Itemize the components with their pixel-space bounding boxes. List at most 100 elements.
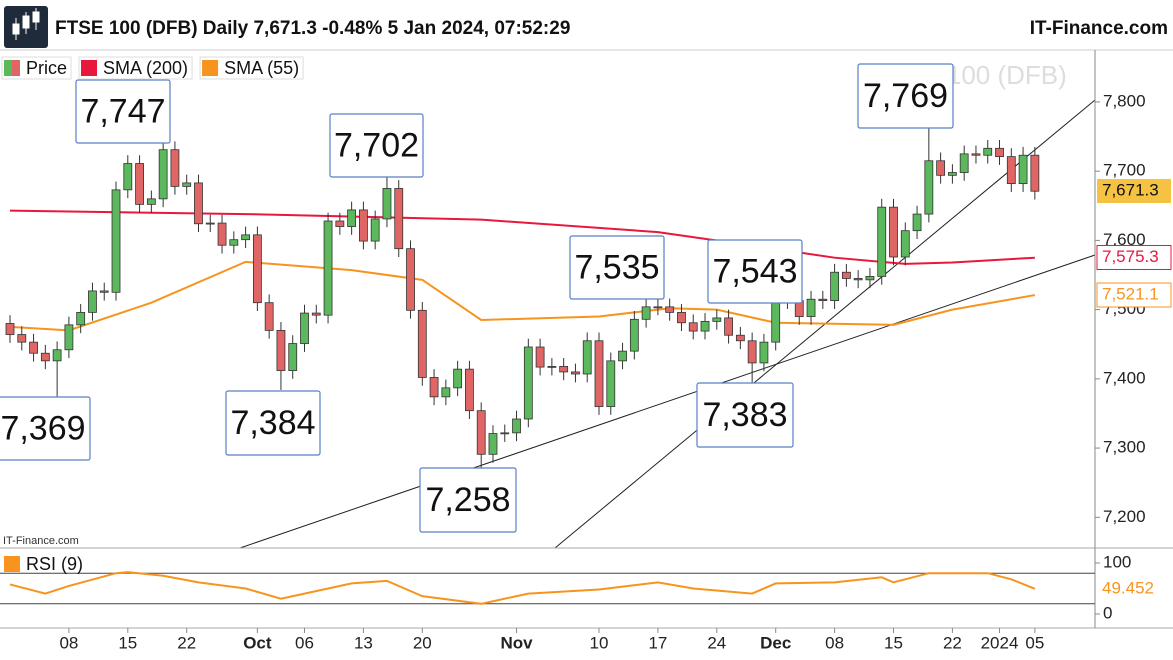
- chart-title: FTSE 100 (DFB) Daily 7,671.3 -0.48% 5 Ja…: [55, 18, 570, 39]
- candle-body: [488, 433, 498, 455]
- x-tick-label: 05: [1025, 633, 1044, 652]
- candle-body: [453, 368, 463, 389]
- candle-body: [629, 318, 639, 352]
- candle-body: [936, 160, 946, 176]
- candle-body: [52, 349, 62, 362]
- y-tick-label: 7,200: [1103, 507, 1146, 526]
- candle-body: [594, 340, 604, 407]
- candle-body: [441, 387, 451, 398]
- rsi-tick-label: 100: [1103, 552, 1131, 571]
- candle-body: [889, 206, 898, 258]
- x-tick-label: Nov: [500, 633, 533, 652]
- candle-body: [300, 312, 309, 344]
- legend-label: SMA (55): [224, 58, 299, 78]
- candle-body: [688, 322, 698, 332]
- candle-body: [370, 218, 380, 242]
- candle-body: [111, 189, 121, 293]
- candle-body: [252, 234, 262, 304]
- legend-frame: [1, 56, 72, 80]
- candle-body: [347, 209, 357, 227]
- candle-body: [971, 153, 981, 156]
- candle-body: [818, 298, 828, 302]
- sma-tag: [1096, 244, 1172, 270]
- rsi-last-label: 49.452: [1102, 578, 1154, 597]
- x-tick-label: 22: [943, 633, 962, 652]
- candle-body: [900, 230, 910, 258]
- candle-body: [523, 346, 533, 420]
- trendline: [239, 254, 1096, 549]
- candle-body: [618, 350, 627, 362]
- candle-body: [535, 346, 545, 368]
- sma-tag-label: 7,575.3: [1102, 247, 1159, 266]
- annotation-box: [569, 235, 665, 300]
- legend-frame: [199, 56, 304, 80]
- last-price-label: 7,671.3: [1102, 181, 1159, 200]
- annotation-label: 7,258: [425, 481, 510, 519]
- annotation-label: 7,543: [712, 252, 797, 290]
- rsi-legend-label: RSI (9): [26, 554, 83, 574]
- annotation-label: 7,702: [334, 126, 419, 164]
- candle-body: [724, 317, 733, 336]
- annotation-label: 7,747: [80, 92, 165, 130]
- candle-body: [948, 172, 957, 176]
- candle-body: [146, 198, 156, 205]
- candle-body: [877, 206, 887, 277]
- candle-body: [924, 160, 934, 215]
- candle-body: [205, 222, 215, 225]
- candle-body: [983, 147, 993, 156]
- rsi-tick-label: 0: [1103, 603, 1112, 622]
- candle-body: [40, 352, 50, 362]
- candle-body: [311, 312, 321, 316]
- x-tick-label: 22: [177, 633, 196, 652]
- x-tick-label: 10: [590, 633, 609, 652]
- candle-body: [170, 149, 180, 187]
- candle-body: [64, 324, 74, 351]
- candle-body: [700, 320, 710, 332]
- legend-label: Price: [26, 58, 67, 78]
- x-tick-label: Dec: [760, 633, 791, 652]
- candle-body: [276, 329, 286, 371]
- legend-label: SMA (200): [103, 58, 188, 78]
- x-tick-label: Oct: [243, 633, 272, 652]
- candle-body: [759, 341, 769, 364]
- candle-body: [194, 182, 203, 225]
- last-price-tag: [1097, 179, 1171, 204]
- y-tick-label: 7,600: [1103, 230, 1146, 249]
- annotation-label: 7,384: [230, 404, 315, 442]
- candle-body: [323, 220, 333, 316]
- y-tick-label: 7,300: [1103, 438, 1146, 457]
- candle-body: [653, 306, 663, 309]
- x-tick-label: 15: [118, 633, 137, 652]
- candle-body: [559, 365, 569, 373]
- candle-body: [17, 334, 27, 343]
- credit: IT-Finance.com: [3, 535, 79, 547]
- candle-body: [99, 290, 109, 293]
- candle-body: [417, 309, 427, 378]
- candle-body: [123, 163, 133, 191]
- x-tick-label: 17: [648, 633, 667, 652]
- annotation-box: [696, 382, 794, 448]
- x-tick-label: 15: [884, 633, 903, 652]
- candle-body: [406, 248, 415, 311]
- annotation-label: 7,769: [863, 77, 948, 115]
- source: IT-Finance.com: [1030, 18, 1168, 39]
- x-tick-label: 06: [295, 633, 314, 652]
- x-tick-label: 08: [825, 633, 844, 652]
- candle-body: [29, 341, 38, 354]
- candle-body: [465, 368, 474, 412]
- annotation-label: 7,383: [702, 396, 787, 434]
- candle-body: [959, 153, 969, 173]
- candle-body: [88, 290, 97, 313]
- candle-body: [830, 271, 839, 302]
- y-tick-label: 7,700: [1103, 161, 1146, 180]
- candle-body: [641, 306, 651, 320]
- candle-body: [382, 188, 392, 220]
- candle-body: [747, 340, 757, 364]
- y-tick-label: 7,800: [1103, 91, 1146, 110]
- annotation-box: [75, 79, 171, 144]
- annotation-box: [0, 396, 91, 461]
- candle-body: [1006, 156, 1016, 185]
- candle-body: [429, 377, 439, 398]
- candle-body: [217, 222, 227, 246]
